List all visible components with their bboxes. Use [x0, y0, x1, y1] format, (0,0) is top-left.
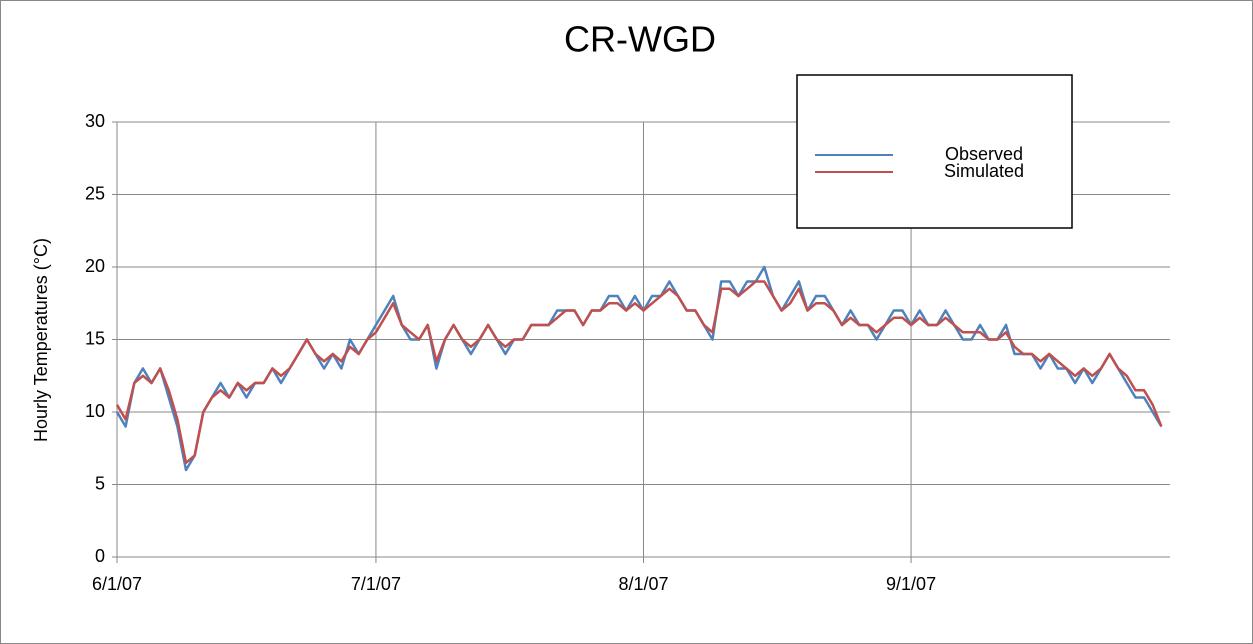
chart-title: CR-WGD: [564, 19, 716, 60]
y-tick-label: 10: [85, 401, 105, 421]
legend-box: [796, 74, 1073, 229]
y-axis-label: Hourly Temperatures (°C): [31, 238, 51, 442]
legend-label: Observed: [945, 144, 1023, 164]
data-line: [115, 280, 1163, 465]
x-tick-label: 9/1/07: [886, 574, 936, 594]
legend-label: Simulated: [944, 161, 1024, 181]
y-tick-label: 15: [85, 328, 105, 348]
y-tick-label: 20: [85, 256, 105, 276]
y-tick-label: 0: [95, 546, 105, 566]
x-tick-label: 6/1/07: [92, 574, 142, 594]
x-tick-label: 8/1/07: [618, 574, 668, 594]
x-tick-label: 7/1/07: [351, 574, 401, 594]
y-tick-label: 25: [85, 183, 105, 203]
y-tick-label: 30: [85, 111, 105, 131]
y-tick-label: 5: [95, 473, 105, 493]
